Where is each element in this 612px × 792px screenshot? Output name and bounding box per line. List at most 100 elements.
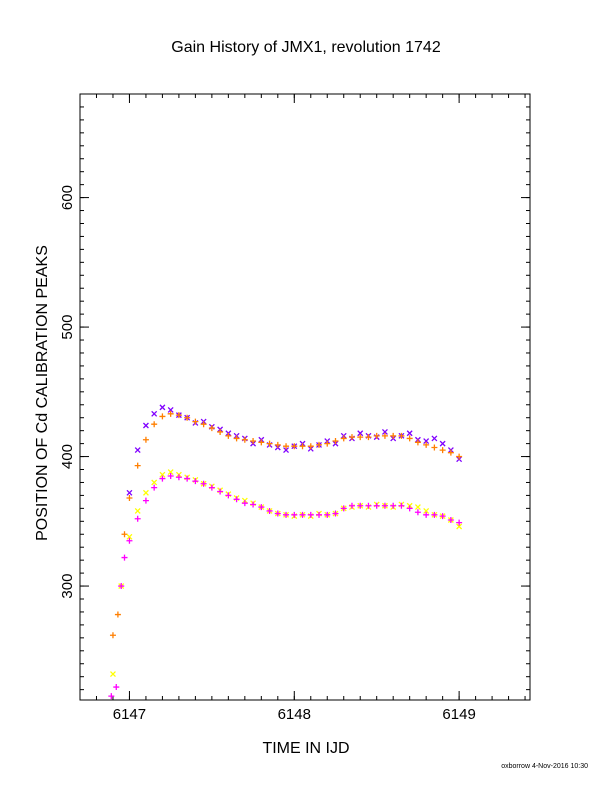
data-point — [357, 434, 364, 441]
x-tick-label: 6147 — [113, 706, 146, 723]
series-4 — [108, 472, 463, 700]
data-point — [126, 495, 133, 501]
y-tick-label: 600 — [59, 185, 76, 210]
y-tick-labels: 300 400 500 600 — [59, 185, 76, 598]
data-point — [274, 510, 281, 517]
data-point — [324, 511, 331, 518]
data-point — [142, 422, 149, 429]
data-point — [217, 428, 224, 435]
data-point — [398, 502, 405, 509]
data-point — [291, 443, 298, 450]
data-point — [398, 432, 405, 439]
data-point — [118, 583, 125, 590]
data-point — [283, 447, 290, 454]
data-point — [167, 472, 174, 479]
data-point — [332, 438, 339, 445]
data-point — [266, 440, 273, 447]
data-point — [121, 554, 128, 561]
data-point — [423, 511, 430, 518]
data-point — [159, 475, 166, 482]
data-point — [200, 480, 207, 487]
data-point — [299, 443, 306, 450]
data-point — [373, 502, 380, 509]
data-point — [414, 439, 421, 446]
y-tick-label: 300 — [59, 574, 76, 599]
series-3 — [110, 469, 463, 678]
data-point — [151, 410, 158, 417]
chart-title: Gain History of JMX1, revolution 1742 — [171, 39, 441, 56]
data-point — [208, 425, 215, 432]
data-point — [456, 453, 463, 460]
data-point — [456, 523, 463, 530]
data-point — [381, 432, 388, 439]
data-point — [134, 447, 141, 454]
data-point — [142, 436, 149, 443]
data-point — [316, 511, 323, 518]
footer-timestamp: oxborrow 4-Nov-2016 10:30 — [501, 763, 588, 770]
data-point — [167, 469, 174, 476]
data-point — [114, 611, 121, 618]
data-point — [414, 509, 421, 516]
data-point — [134, 462, 141, 469]
data-point — [283, 511, 290, 518]
data-point — [365, 434, 372, 441]
data-point — [151, 421, 158, 428]
data-point — [431, 435, 438, 442]
data-point — [126, 533, 133, 540]
data-point — [381, 429, 388, 435]
data-point — [283, 443, 290, 450]
plot-frame — [79, 93, 531, 701]
data-point — [113, 684, 120, 691]
data-point — [423, 438, 430, 444]
data-point — [348, 502, 355, 509]
data-point — [192, 418, 199, 425]
data-point — [373, 432, 380, 439]
x-axis-label: TIME IN IJD — [262, 740, 349, 757]
data-point — [159, 471, 166, 478]
data-point — [447, 449, 454, 456]
y-tick-label: 400 — [59, 444, 76, 469]
data-point — [258, 504, 265, 511]
data-point — [184, 414, 191, 421]
data-point — [266, 507, 273, 514]
data-point — [159, 413, 166, 420]
data-point — [250, 438, 257, 445]
data-point — [142, 497, 149, 504]
data-point — [110, 671, 116, 678]
data-point — [381, 502, 388, 509]
data-point — [250, 501, 257, 508]
data-point — [200, 421, 207, 428]
data-point — [291, 511, 298, 518]
x-tick-labels: 6147 6148 6149 — [113, 706, 476, 723]
data-point — [225, 492, 232, 499]
y-tick-label: 500 — [59, 315, 76, 340]
data-point — [134, 515, 141, 522]
data-point — [151, 484, 158, 491]
data-point — [357, 502, 364, 509]
data-point — [233, 496, 240, 503]
data-point — [167, 406, 174, 413]
data-point — [324, 440, 331, 447]
data-point — [456, 519, 463, 526]
data-point — [340, 505, 347, 512]
major-ticks — [80, 94, 530, 700]
data-point — [299, 511, 306, 518]
data-point — [175, 474, 182, 481]
data-point — [307, 511, 314, 518]
data-point — [217, 488, 224, 495]
data-series — [108, 404, 463, 700]
data-point — [348, 434, 355, 441]
data-point — [406, 430, 413, 437]
data-point — [332, 510, 339, 517]
data-point — [439, 447, 446, 454]
data-point — [390, 432, 397, 439]
series-2 — [109, 410, 463, 639]
data-point — [233, 435, 240, 442]
data-point — [208, 484, 215, 491]
data-point — [258, 439, 265, 446]
data-point — [108, 693, 115, 700]
data-point — [109, 632, 116, 639]
data-point — [431, 511, 438, 518]
data-point — [184, 475, 191, 482]
data-point — [357, 430, 364, 437]
